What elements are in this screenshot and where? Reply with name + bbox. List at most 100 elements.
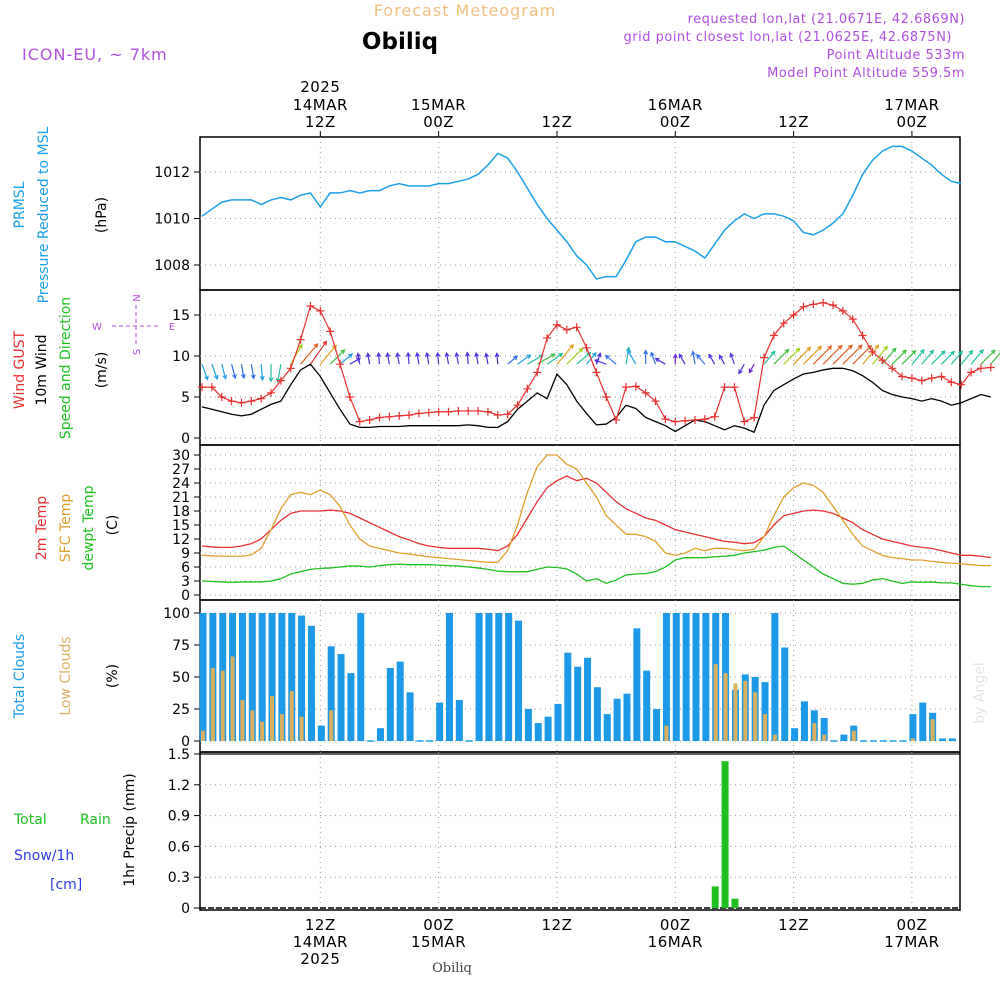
wind-arrow (277, 364, 282, 382)
wind-arrow (941, 351, 955, 365)
wind-arrow (386, 353, 390, 365)
requested-coords: requested lon,lat (21.0671E, 42.6869N) (688, 12, 965, 27)
y-tick-label: 9 (181, 546, 190, 562)
wind-arrow-head (340, 349, 346, 354)
wind-arrow-head (940, 350, 946, 356)
wind-arrow-head (837, 344, 843, 350)
wind-arrow-head (958, 350, 963, 356)
low-cloud-bar (240, 700, 245, 741)
wind-arrow-head (795, 347, 801, 353)
gust-marker (572, 323, 581, 332)
wind-arrow-head (891, 347, 897, 353)
total-cloud-bar (603, 714, 611, 741)
wind-arrow (832, 344, 853, 365)
gust-label: Wind GUST (12, 330, 28, 409)
wind-arrow-head (950, 350, 956, 356)
sfc-temp-line (201, 454, 991, 567)
y-tick-label: 75 (172, 638, 190, 654)
watermark: by Angel (972, 662, 988, 723)
wind-arrow (803, 345, 822, 365)
y-tick-label: 25 (172, 702, 190, 718)
top-time-label: 00Z (896, 113, 927, 131)
precip-snow-label: Snow/1h (14, 848, 74, 864)
wind-arrow (822, 345, 843, 365)
total-cloud-bar (376, 728, 384, 741)
gust-marker (907, 374, 916, 383)
top-time-label: 00Z (423, 113, 454, 131)
bottom-time-label: 00Z (896, 916, 927, 934)
y-tick-label: 50 (172, 670, 190, 686)
gust-marker (927, 374, 936, 383)
wind-arrow-head (415, 351, 420, 358)
low-cloud-bar (812, 723, 817, 741)
wind-arrow-head (322, 340, 328, 346)
y-tick-label: 1012 (154, 165, 190, 181)
wind-arrow (546, 353, 563, 365)
wind-arrow (891, 349, 907, 365)
wind-arrow (475, 352, 479, 365)
total-cloud-bar (515, 620, 523, 741)
y-tick-label: 1010 (154, 212, 190, 228)
bottom-time-label: 12Z (305, 916, 336, 934)
wind-arrow (692, 351, 696, 365)
gust-marker (483, 407, 492, 416)
wind-arrow-head (395, 352, 401, 358)
low-cloud-bar (279, 714, 284, 741)
y-tick-label: 0.3 (168, 870, 190, 886)
precip-unit: 1hr Precip (mm) (122, 773, 138, 886)
gust-marker (829, 301, 838, 310)
wind-arrow (931, 350, 946, 365)
gust-marker (957, 380, 966, 389)
gust-marker (769, 331, 778, 340)
gust-marker (898, 372, 907, 381)
total-cloud-bar (584, 657, 592, 741)
y-tick-label: 6 (181, 560, 190, 576)
gust-marker (809, 300, 818, 309)
wind-arrow (339, 353, 353, 365)
wind-arrow-head (690, 350, 696, 356)
low-cloud-bar (753, 692, 758, 741)
wind-arrow-head (604, 354, 610, 360)
gust-marker (365, 415, 374, 424)
compass-rose: N S W E (92, 294, 175, 355)
dewpoint-line (201, 545, 991, 588)
wind-arrow-head (911, 349, 917, 355)
gust-marker (444, 407, 453, 416)
wind-arrow-head (213, 374, 219, 381)
wind-arrow-head (650, 351, 655, 357)
gust-marker (207, 383, 216, 392)
gust-marker (385, 412, 394, 421)
wind-arrow (527, 354, 544, 365)
wind-arrow-head (902, 349, 907, 355)
total-cloud-bar (436, 702, 444, 741)
wind-arrow (290, 344, 303, 365)
top-time-label: 15MAR (411, 96, 466, 114)
total-cloud-bar (406, 692, 414, 741)
wind-arrow (367, 353, 371, 365)
bottom-time-label: 17MAR (884, 933, 939, 951)
wind-arrow (507, 355, 518, 365)
wind-arrow (309, 341, 327, 365)
gust-marker (198, 383, 206, 392)
low-cloud-bar (743, 680, 748, 741)
total-cloud-bar (298, 615, 306, 741)
dewpt-label: dewpt Temp (81, 485, 97, 570)
wind-arrow (763, 350, 776, 365)
gust-marker (947, 378, 956, 387)
top-time-label: 12Z (542, 113, 573, 131)
y-tick-label: 0 (181, 734, 190, 750)
wind-arrow (407, 352, 410, 365)
wind-arrow (221, 364, 227, 379)
gust-marker (700, 415, 709, 424)
gust-marker (523, 384, 532, 393)
model-point-altitude: Model Point Altitude 559.5m (767, 66, 965, 81)
total-cloud-bar (800, 701, 808, 741)
gust-marker (740, 417, 749, 426)
wind-arrow-head (591, 352, 597, 358)
product-title: Forecast Meteogram (374, 1, 556, 20)
total-cloud-bar (653, 709, 661, 741)
y-tick-label: 15 (172, 518, 190, 534)
gust-marker (395, 411, 404, 420)
gust-marker (858, 331, 867, 340)
wind-arrow (696, 354, 706, 365)
